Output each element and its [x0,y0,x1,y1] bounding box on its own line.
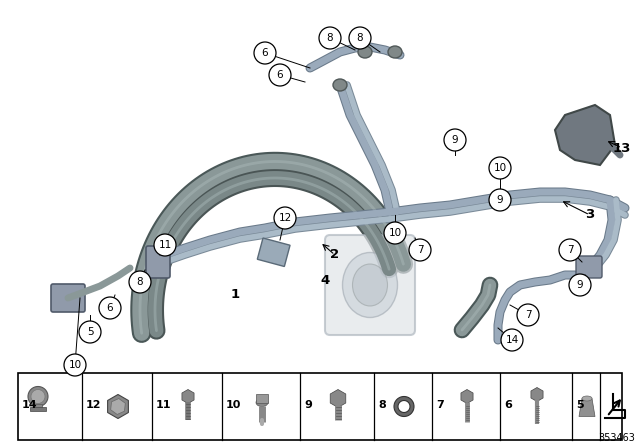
Text: 10: 10 [226,400,241,409]
Text: 6: 6 [107,303,113,313]
Circle shape [274,207,296,229]
Text: 12: 12 [278,213,292,223]
Text: 8: 8 [137,277,143,287]
Text: 6: 6 [276,70,284,80]
Text: 353463: 353463 [598,433,635,443]
Circle shape [154,234,176,256]
Circle shape [31,389,45,404]
Circle shape [409,239,431,261]
Text: 7: 7 [525,310,531,320]
Text: 5: 5 [86,327,93,337]
Polygon shape [555,105,615,165]
FancyBboxPatch shape [325,235,415,335]
Circle shape [489,157,511,179]
Text: 7: 7 [566,245,573,255]
Text: 8: 8 [326,33,333,43]
Text: 1: 1 [230,289,239,302]
Text: 7: 7 [417,245,423,255]
Text: 6: 6 [504,400,512,409]
Text: 4: 4 [321,273,330,287]
Bar [30,408,46,412]
Bar [257,238,290,267]
Text: 10: 10 [493,163,507,173]
Text: 14: 14 [22,400,38,409]
Text: 3: 3 [586,208,595,221]
Ellipse shape [582,396,592,401]
Text: 9: 9 [577,280,583,290]
Circle shape [28,387,48,406]
Ellipse shape [353,264,387,306]
Text: 2: 2 [330,249,340,262]
Circle shape [79,321,101,343]
Circle shape [129,271,151,293]
Bar [34,405,42,409]
FancyBboxPatch shape [576,256,602,278]
Circle shape [349,27,371,49]
Text: 7: 7 [436,400,444,409]
Bar [18,373,622,440]
Text: 9: 9 [452,135,458,145]
Text: 14: 14 [506,335,518,345]
Text: 5: 5 [576,400,584,409]
Circle shape [501,329,523,351]
Text: 10: 10 [68,360,81,370]
Text: 11: 11 [158,240,172,250]
Ellipse shape [388,46,402,58]
Circle shape [517,304,539,326]
Circle shape [99,297,121,319]
FancyBboxPatch shape [51,284,85,312]
Circle shape [64,354,86,376]
Text: 11: 11 [156,400,172,409]
Ellipse shape [342,253,397,318]
Ellipse shape [358,46,372,58]
Circle shape [569,274,591,296]
Text: 10: 10 [388,228,401,238]
Circle shape [444,129,466,151]
Text: 9: 9 [304,400,312,409]
Ellipse shape [333,79,347,91]
FancyBboxPatch shape [146,246,170,278]
Circle shape [559,239,581,261]
Text: 8: 8 [356,33,364,43]
Text: 13: 13 [613,142,631,155]
Text: 9: 9 [497,195,503,205]
Polygon shape [579,399,595,417]
Text: 12: 12 [86,400,102,409]
Text: 6: 6 [262,48,268,58]
Text: 8: 8 [378,400,386,409]
Circle shape [254,42,276,64]
Bar [256,395,268,404]
Circle shape [489,189,511,211]
Ellipse shape [256,399,268,406]
Circle shape [269,64,291,86]
Circle shape [319,27,341,49]
Circle shape [384,222,406,244]
